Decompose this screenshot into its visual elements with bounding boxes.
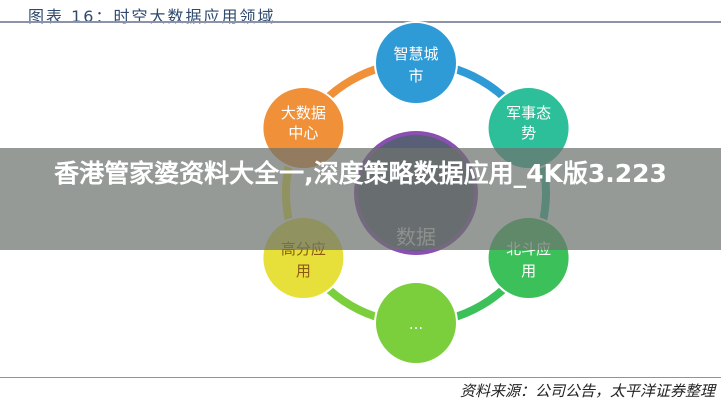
node-label: 市 <box>408 67 423 85</box>
source-note: 资料来源：公司公告，太平洋证券整理 <box>459 382 715 400</box>
divider <box>0 377 721 378</box>
node-label: ... <box>409 315 423 333</box>
domain-node <box>374 21 458 105</box>
node-label: 中心 <box>288 124 318 142</box>
node-label: 军事态 <box>506 104 551 122</box>
node-label: 大数据 <box>281 104 326 122</box>
domain-node <box>374 281 458 365</box>
divider <box>0 21 721 23</box>
banner-text: 香港管家婆资料大全一,深度策略数据应用_4K版3.223 <box>54 159 667 188</box>
overlay-banner: 香港管家婆资料大全一,深度策略数据应用_4K版3.223 <box>0 148 721 250</box>
node-label: 用 <box>296 262 311 280</box>
node-label: 智慧城 <box>393 45 438 63</box>
node-label: 用 <box>521 262 536 280</box>
node-label: 势 <box>521 124 536 142</box>
